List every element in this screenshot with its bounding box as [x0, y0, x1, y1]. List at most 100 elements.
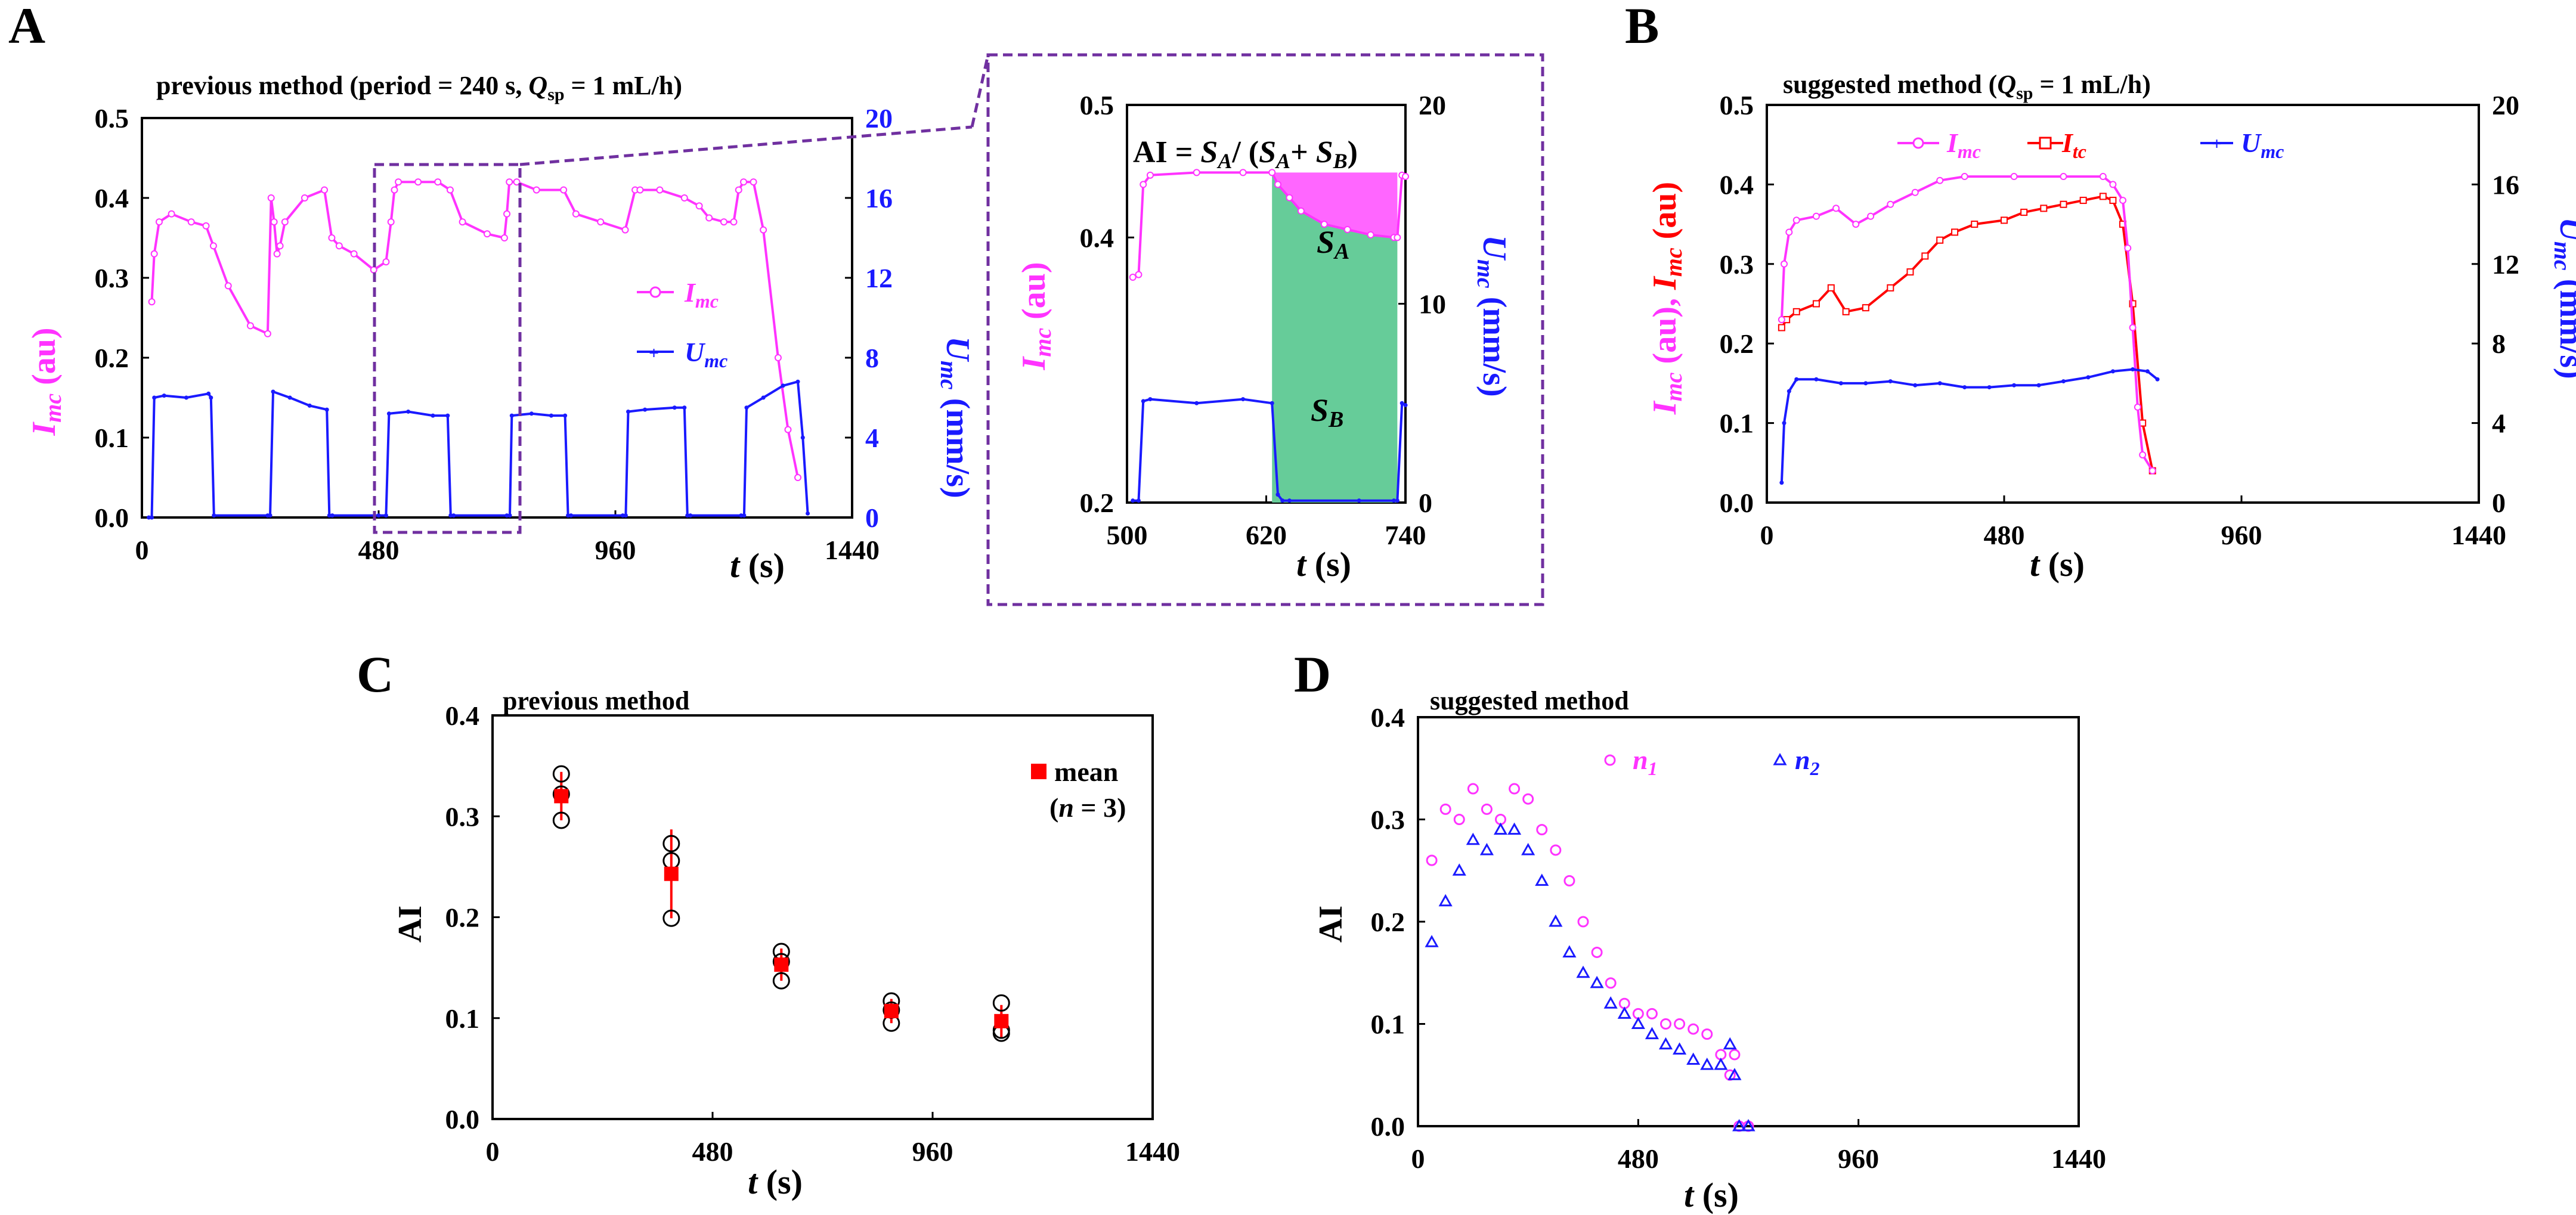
data-point-imc [2139, 451, 2147, 458]
data-point-umc [1863, 381, 1868, 386]
panel-b-x-label: t (s) [2030, 545, 2085, 584]
data-point-n1 [1509, 783, 1521, 795]
data-point-umc [307, 403, 312, 408]
panel-b-ticks: 0 480 960 1440 0.0 0.1 0.2 0.3 0.4 0.5 0 4 8 12 16 20 [1720, 90, 2520, 550]
panel-b-title: suggested method (Qsp = 1 mL/h) [1783, 70, 2151, 103]
data-point-umc [688, 513, 693, 518]
panel-c-x-label: t (s) [748, 1163, 803, 1201]
data-point-umc [800, 435, 805, 440]
y-right-tick-label: 16 [865, 183, 893, 213]
x-tick-label: 0 [486, 1136, 500, 1167]
data-point-umc [566, 513, 571, 518]
data-point-umc [623, 513, 628, 518]
data-point-imc [155, 218, 163, 226]
data-point-imc [1852, 221, 1860, 228]
y-right-tick-label: 10 [1419, 289, 1446, 320]
y-right-tick-label: 4 [865, 423, 879, 453]
panel-a: previous method (period = 240 s, Qsp = 1… [26, 71, 976, 585]
data-point-itc [1887, 284, 1894, 292]
panel-c-ticks: 0 480 960 1440 0.0 0.1 0.2 0.3 0.4 [445, 701, 1181, 1167]
legend-label-itc: Itc [2061, 128, 2086, 162]
y-tick-label: 0.4 [445, 701, 480, 731]
panel-b-y-right-label: Umc (mm/s) [2549, 217, 2576, 379]
y-tick-label: 0.3 [1720, 249, 1754, 280]
panel-c-y-label: AI [392, 906, 429, 943]
legend-label-n1: n1 [1633, 745, 1658, 779]
panel-letter-a: A [8, 0, 45, 54]
data-point-n2 [1658, 1037, 1673, 1050]
data-point-umc [563, 413, 568, 418]
data-point-imc [168, 210, 175, 218]
y-tick-label: 0.1 [445, 1003, 480, 1034]
y-tick-label: 0.2 [445, 903, 480, 933]
panel-c: previous method 0 480 960 14400.00.10.20.30… [392, 686, 1180, 1201]
data-point-umc [1357, 498, 1361, 503]
x-tick-label: 960 [2221, 520, 2262, 550]
data-point-n2 [1714, 1058, 1728, 1070]
data-point-imc [150, 250, 158, 258]
y-tick-label: 0.2 [95, 343, 129, 373]
data-point-umc [626, 409, 631, 414]
replicate-point [552, 765, 570, 783]
data-point-imc [1286, 194, 1293, 202]
data-point-imc [572, 210, 580, 218]
data-point-imc [483, 230, 491, 238]
panel-b-series [1778, 173, 2160, 485]
panel-d-title: suggested method [1430, 686, 1629, 715]
data-point-imc [784, 426, 792, 433]
data-point-n1 [1660, 1018, 1671, 1030]
data-point-n2 [1438, 894, 1453, 907]
mean-point [774, 957, 789, 972]
x-tick-label: 0 [1411, 1143, 1425, 1174]
data-point-imc [270, 218, 278, 226]
data-point-itc [1812, 300, 1820, 308]
y-tick-label: 0.2 [1371, 907, 1405, 937]
y-tick-label: 0.3 [445, 801, 480, 832]
data-point-imc [387, 218, 395, 226]
data-point-n1 [1439, 803, 1451, 815]
data-point-imc [1778, 316, 1785, 324]
data-point-umc [682, 405, 687, 410]
data-point-imc [2148, 467, 2156, 475]
y-tick-label: 0.0 [95, 503, 129, 533]
data-point-umc [184, 395, 188, 400]
data-point-imc [680, 194, 688, 202]
data-point-imc [794, 474, 802, 481]
inset-y-left-label: Imc (au) [1015, 262, 1056, 370]
y-right-tick-label: 0 [1419, 488, 1432, 518]
y-tick-label: 0.0 [1720, 488, 1754, 518]
mean-point [994, 1013, 1009, 1028]
legend-label-mean: mean [1054, 757, 1118, 787]
data-point-umc [795, 379, 800, 384]
area-sa [1272, 172, 1398, 238]
data-point-itc [1792, 308, 1800, 315]
zoom-connector-line [519, 125, 973, 166]
y-tick-label: 0.4 [1371, 702, 1405, 733]
data-point-umc [529, 411, 534, 416]
data-point-n2 [1645, 1027, 1659, 1040]
data-point-n1 [1605, 977, 1617, 989]
panel-a-y-left-label: Imc (au) [26, 327, 66, 436]
data-point-umc [2131, 367, 2135, 372]
data-point-imc [621, 226, 629, 234]
series-line-umc [1780, 368, 2159, 483]
data-point-imc [2129, 324, 2137, 331]
data-point-imc [187, 218, 195, 226]
panel-a-zoom-window [373, 163, 522, 534]
data-point-n2 [1686, 1052, 1701, 1065]
data-point-itc [2079, 197, 2087, 204]
x-tick-label: 1440 [825, 535, 880, 565]
data-point-itc [1827, 284, 1835, 292]
data-point-imc [560, 186, 568, 194]
data-point-imc [1320, 221, 1328, 228]
data-point-imc [370, 266, 377, 274]
data-point-itc [2020, 209, 2028, 216]
data-point-imc [273, 250, 281, 258]
x-tick-label: 1440 [2051, 1143, 2106, 1174]
y-tick-label: 0.2 [1720, 328, 1754, 359]
panel-b-plot-frame [1766, 104, 2480, 504]
legend-marker-n1 [1604, 754, 1616, 766]
data-point-n2 [1549, 914, 1563, 927]
panel-b: suggested method (Qsp = 1 mL/h) 0 480 960 1… [1646, 70, 2576, 584]
y-tick-label: 0.0 [445, 1104, 480, 1135]
